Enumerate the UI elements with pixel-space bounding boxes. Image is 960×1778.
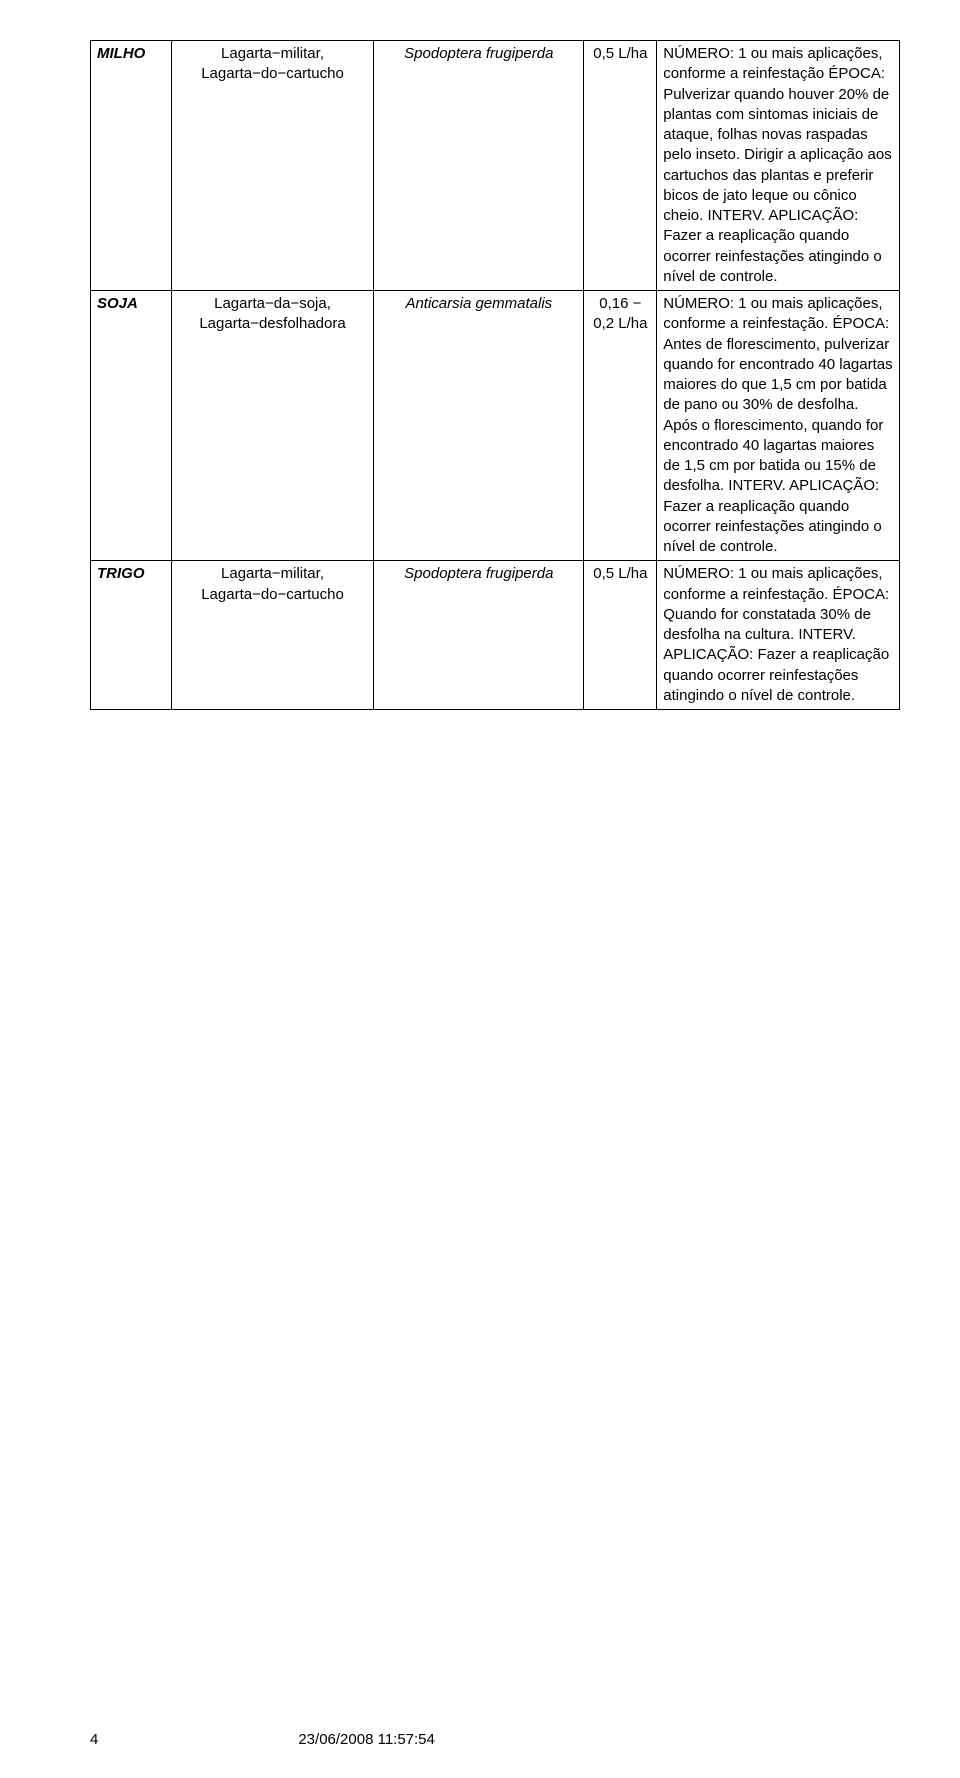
footer-datetime: 23/06/2008 11:57:54 <box>298 1731 435 1748</box>
cell-pest: Lagarta−militar, Lagarta−do−cartucho <box>171 41 373 291</box>
cell-scientific-name: Spodoptera frugiperda <box>374 561 584 710</box>
page-number: 4 <box>90 1731 98 1748</box>
cell-notes: NÚMERO: 1 ou mais aplicações, conforme a… <box>657 291 900 561</box>
document-page: MILHO Lagarta−militar, Lagarta−do−cartuc… <box>0 0 960 1778</box>
table-row: MILHO Lagarta−militar, Lagarta−do−cartuc… <box>91 41 900 291</box>
cell-dose: 0,16 − 0,2 L/ha <box>584 291 657 561</box>
cell-scientific-name: Anticarsia gemmatalis <box>374 291 584 561</box>
cell-pest: Lagarta−militar, Lagarta−do−cartucho <box>171 561 373 710</box>
table-row: SOJA Lagarta−da−soja, Lagarta−desfolhado… <box>91 291 900 561</box>
cell-crop: TRIGO <box>91 561 172 710</box>
cell-notes: NÚMERO: 1 ou mais aplicações, conforme a… <box>657 561 900 710</box>
cell-crop: MILHO <box>91 41 172 291</box>
cell-crop: SOJA <box>91 291 172 561</box>
pesticide-table: MILHO Lagarta−militar, Lagarta−do−cartuc… <box>90 40 900 710</box>
cell-dose: 0,5 L/ha <box>584 41 657 291</box>
cell-notes: NÚMERO: 1 ou mais aplicações, conforme a… <box>657 41 900 291</box>
page-footer: 4 23/06/2008 11:57:54 <box>90 1731 900 1748</box>
cell-scientific-name: Spodoptera frugiperda <box>374 41 584 291</box>
table-row: TRIGO Lagarta−militar, Lagarta−do−cartuc… <box>91 561 900 710</box>
cell-pest: Lagarta−da−soja, Lagarta−desfolhadora <box>171 291 373 561</box>
cell-dose: 0,5 L/ha <box>584 561 657 710</box>
